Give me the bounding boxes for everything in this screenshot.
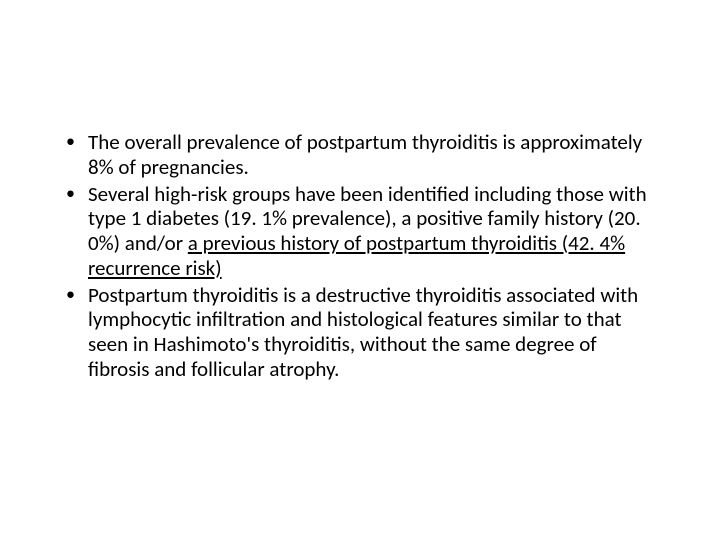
bullet-list: The overall prevalence of postpartum thy… [60, 130, 660, 382]
bullet-item: Several high-risk groups have been ident… [60, 182, 660, 281]
bullet-text-pre: Postpartum thyroiditis is a destructive … [88, 282, 638, 382]
bullet-text-pre: The overall prevalence of postpartum thy… [88, 129, 642, 180]
slide: The overall prevalence of postpartum thy… [0, 0, 720, 540]
bullet-item: The overall prevalence of postpartum thy… [60, 130, 660, 180]
bullet-item: Postpartum thyroiditis is a destructive … [60, 283, 660, 382]
